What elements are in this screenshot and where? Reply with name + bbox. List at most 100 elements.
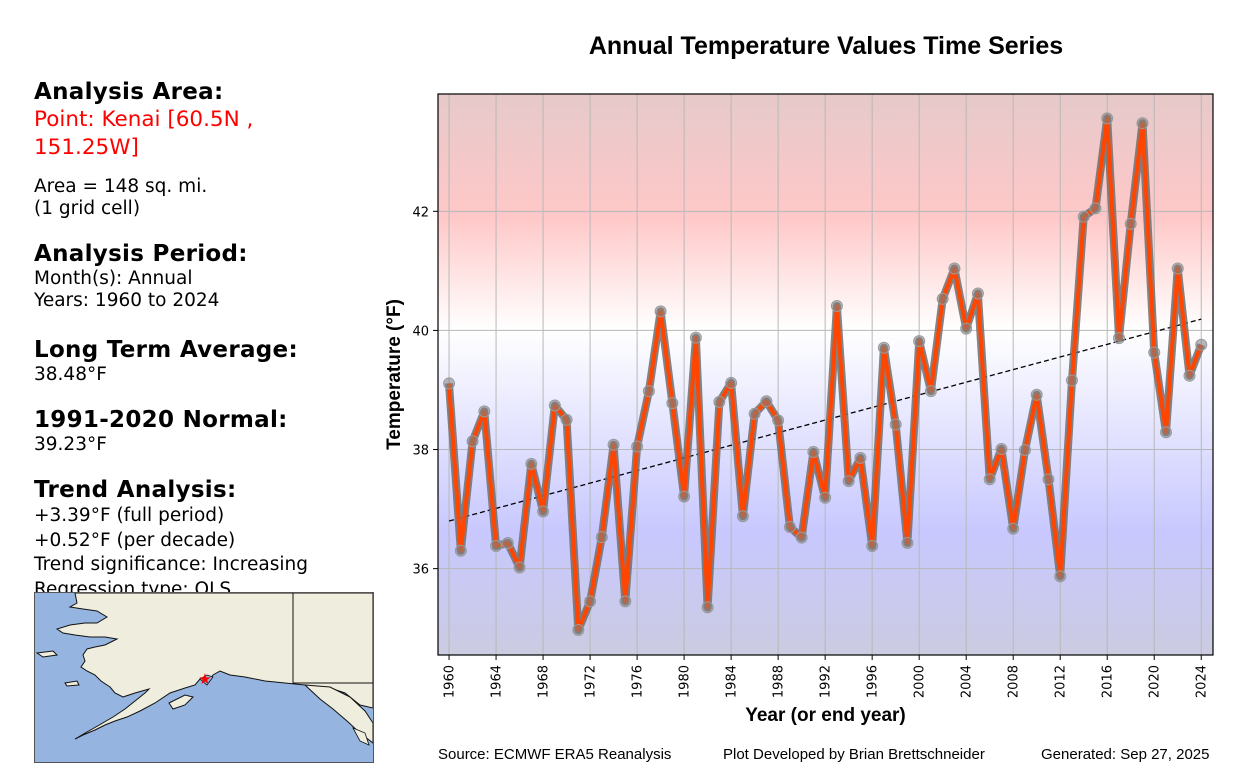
x-tick-label: 1964 [490,665,505,698]
data-point [772,414,785,427]
data-point [866,540,879,553]
yukon-territory [292,593,373,684]
data-point [443,377,456,390]
y-axis-label: Temperature (°F) [384,299,405,450]
data-point [701,601,714,614]
data-point [889,418,902,431]
data-point [478,405,491,418]
x-tick-label: 1980 [678,665,693,698]
data-point [1077,210,1090,223]
data-point [760,395,773,408]
data-point [1042,473,1055,486]
x-axis-label: Year (or end year) [745,705,906,726]
bc-coast-islands [352,727,370,746]
data-point [1101,112,1114,125]
months-value: Month(s): Annual [34,268,193,289]
data-point [995,442,1008,455]
y-tick-label: 36 [412,563,429,578]
x-tick-label: 1996 [866,665,881,698]
x-tick-label: 2020 [1148,665,1163,698]
data-point [1148,346,1161,359]
x-tick-label: 1968 [537,665,552,698]
data-points [443,112,1208,636]
y-tick-label: 42 [412,205,429,220]
data-point [1124,217,1137,230]
data-point [666,397,679,410]
data-point [678,490,691,503]
area-size: Area = 148 sq. mi. [34,176,208,197]
southeast-panhandle [303,684,373,744]
data-point [607,438,620,451]
generated-date: Generated: Sep 27, 2025 [1041,746,1210,763]
location-map: ★ [34,592,374,763]
data-point [971,287,984,300]
data-point [748,407,761,420]
x-tick-label: 2024 [1195,665,1210,698]
x-tick-label: 2004 [960,665,975,698]
data-point [466,435,479,448]
source-credit: Source: ECMWF ERA5 Reanalysis [438,746,672,763]
data-point [525,457,538,470]
data-point [1018,444,1031,457]
data-point [595,531,608,544]
chart-title: Annual Temperature Values Time Series [588,32,1064,60]
data-point [1112,332,1125,345]
data-point [819,491,832,504]
data-point [936,292,949,305]
x-tick-label: 1992 [819,665,834,698]
x-tick-label: 1972 [584,665,599,698]
data-point [983,473,996,486]
x-tick-label: 1976 [631,665,646,698]
trend-per-decade: +0.52°F (per decade) [34,529,236,551]
x-tick-label: 2008 [1007,665,1022,698]
data-point [1065,374,1078,387]
data-point [490,540,503,553]
trend-analysis-heading: Trend Analysis: [34,477,237,503]
data-point [1007,522,1020,535]
data-point [913,335,926,348]
data-point [807,445,820,458]
data-point [560,413,573,426]
trend-full-period: +3.39°F (full period) [34,505,225,526]
alaska-map-graphic: ★ [35,593,373,746]
data-point [584,595,597,608]
cook-inlet [199,674,214,686]
point-location-line1: Point: Kenai [60.5N , [34,107,254,132]
data-point [725,376,738,389]
data-point [783,520,796,533]
data-point [537,505,550,518]
years-value: Years: 1960 to 2024 [34,290,220,311]
long-term-average-value: 38.48°F [34,364,107,385]
data-point [1136,117,1149,130]
kenai-marker-star: ★ [198,670,211,688]
nunivak-island [64,680,80,687]
data-point [631,440,644,453]
data-point [924,385,937,398]
data-point [454,544,467,557]
data-point [501,537,514,550]
trend-significance: Trend significance: Increasing [34,554,308,575]
point-location-line2: 151.25W] [34,135,139,160]
stlawrence-island [35,650,59,658]
x-tick-label: 2016 [1101,665,1116,698]
normal-value: 39.23°F [34,434,107,455]
long-term-average-heading: Long Term Average: [34,337,298,363]
analysis-area-heading: Analysis Area: [34,79,224,105]
kodiak-island [168,694,194,710]
normal-heading: 1991-2020 Normal: [34,407,288,433]
data-point [1183,369,1196,382]
data-point [654,305,667,318]
x-tick-label: 2000 [913,665,928,698]
data-point [854,451,867,464]
data-point [548,399,561,412]
x-axis-ticks: 1960 1964 1968 1972 1976 1980 1984 1988 1992 1996… [443,655,1210,698]
data-point [795,531,808,544]
data-point [1054,570,1067,583]
y-tick-label: 38 [412,444,429,459]
data-point [877,341,890,354]
data-point [1171,262,1184,275]
info-panel: Analysis Area: Point: Kenai [60.5N , 151… [34,78,379,602]
data-point [1089,202,1102,215]
data-point [513,561,526,574]
data-point [642,385,655,398]
